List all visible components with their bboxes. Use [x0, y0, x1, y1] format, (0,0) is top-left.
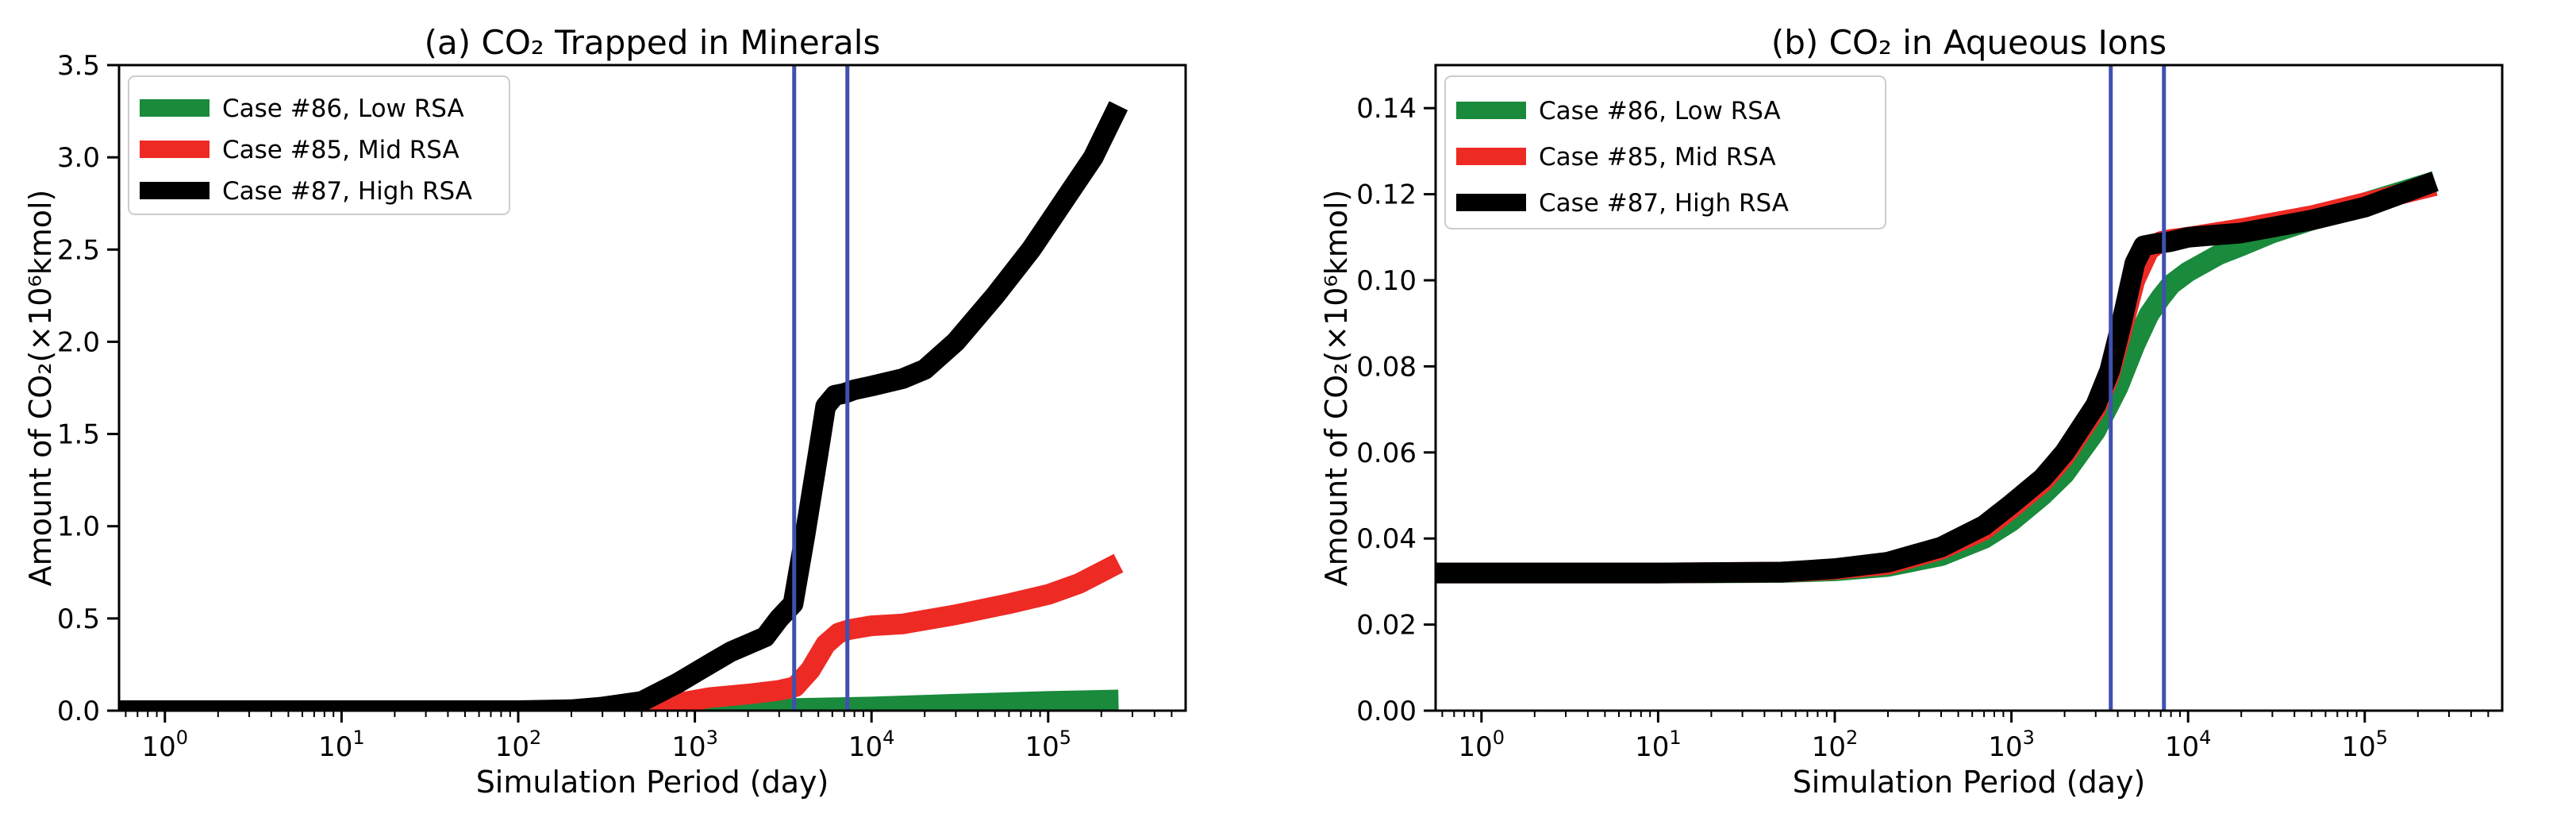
legend-swatch	[140, 99, 210, 117]
y-tick-label: 0.04	[1356, 523, 1417, 555]
legend-label: Case #85, Mid RSA	[222, 136, 459, 164]
legend-box	[1444, 75, 1886, 229]
legend: Case #86, Low RSA Case #85, Mid RSA Case #…	[1444, 75, 1886, 229]
series-line-1	[1436, 171, 2439, 584]
y-tick-label: 0.10	[1356, 265, 1417, 297]
y-tick-label: 3.0	[57, 142, 100, 174]
x-tick-label: 100	[142, 727, 189, 763]
x-tick-label: 105	[2342, 727, 2389, 763]
x-tick-label: 100	[1459, 727, 1505, 763]
x-tick-label: 103	[671, 727, 718, 763]
series-group	[1436, 171, 2439, 584]
y-tick-label: 0.5	[57, 603, 100, 635]
y-tick-label: 0.0	[57, 696, 100, 727]
y-tick-label: 1.5	[57, 419, 100, 451]
chart-title: (a) CO₂ Trapped in Minerals	[425, 23, 881, 62]
x-tick-label: 102	[495, 727, 542, 763]
y-tick-label: 0.02	[1356, 610, 1417, 642]
x-tick-label: 101	[1635, 727, 1682, 763]
legend-box	[128, 75, 510, 215]
x-tick-label: 103	[1988, 727, 2035, 763]
legend-label: Case #86, Low RSA	[222, 94, 464, 123]
plot-frame	[1434, 64, 2504, 712]
x-axis-label: Simulation Period (day)	[1793, 765, 2146, 800]
legend-label: Case #87, High RSA	[1539, 189, 1789, 218]
legend-swatch	[140, 182, 210, 199]
series-line-1	[119, 689, 1119, 711]
y-tick-label: 0.12	[1356, 179, 1417, 211]
legend-swatch	[1456, 194, 1526, 211]
x-tick-label: 104	[2165, 727, 2212, 763]
series-line-2	[1436, 175, 2438, 584]
y-tick-label: 1.0	[57, 511, 100, 543]
legend-label: Case #86, Low RSA	[1539, 97, 1781, 125]
y-tick-label: 0.08	[1356, 351, 1417, 383]
y-tick-label: 0.00	[1356, 696, 1417, 727]
x-tick-label: 105	[1025, 727, 1072, 763]
legend-label: Case #85, Mid RSA	[1539, 143, 1776, 172]
legend-label: Case #87, High RSA	[222, 177, 472, 206]
y-tick-label: 3.5	[57, 50, 100, 82]
y-tick-label: 0.06	[1356, 438, 1417, 469]
series-group	[119, 101, 1128, 711]
chart-title: (b) CO₂ in Aqueous Ions	[1771, 23, 2167, 62]
x-axis-label: Simulation Period (day)	[476, 765, 829, 800]
plot-frame	[117, 64, 1187, 712]
chart-panel-b: 100 101 102 103 104 105 0.00 0.02 0.04 0.06 0.08 0.…	[1319, 23, 2504, 800]
legend-swatch	[1456, 102, 1526, 119]
legend-swatch	[1456, 148, 1526, 165]
x-tick-label: 104	[848, 727, 895, 763]
chart-panel-a: 100 101 102 103 104 105 0.0 0.5 1.0 1.5 2.0 2.5 3.0 3…	[23, 23, 1187, 800]
legend-swatch	[140, 141, 210, 158]
x-tick-label: 102	[1812, 727, 1859, 763]
series-line-3	[1436, 172, 2439, 584]
y-tick-label: 2.0	[57, 326, 100, 358]
y-axis-label: Amount of CO₂(×10⁶kmol)	[1319, 190, 1354, 587]
legend: Case #86, Low RSA Case #85, Mid RSA Case #…	[128, 75, 510, 215]
x-tick-label: 101	[318, 727, 365, 763]
series-line-3	[119, 101, 1128, 711]
series-line-2	[119, 553, 1124, 711]
y-tick-label: 2.5	[57, 234, 100, 266]
y-tick-label: 0.14	[1356, 93, 1417, 125]
y-axis-label: Amount of CO₂(×10⁶kmol)	[23, 190, 58, 587]
